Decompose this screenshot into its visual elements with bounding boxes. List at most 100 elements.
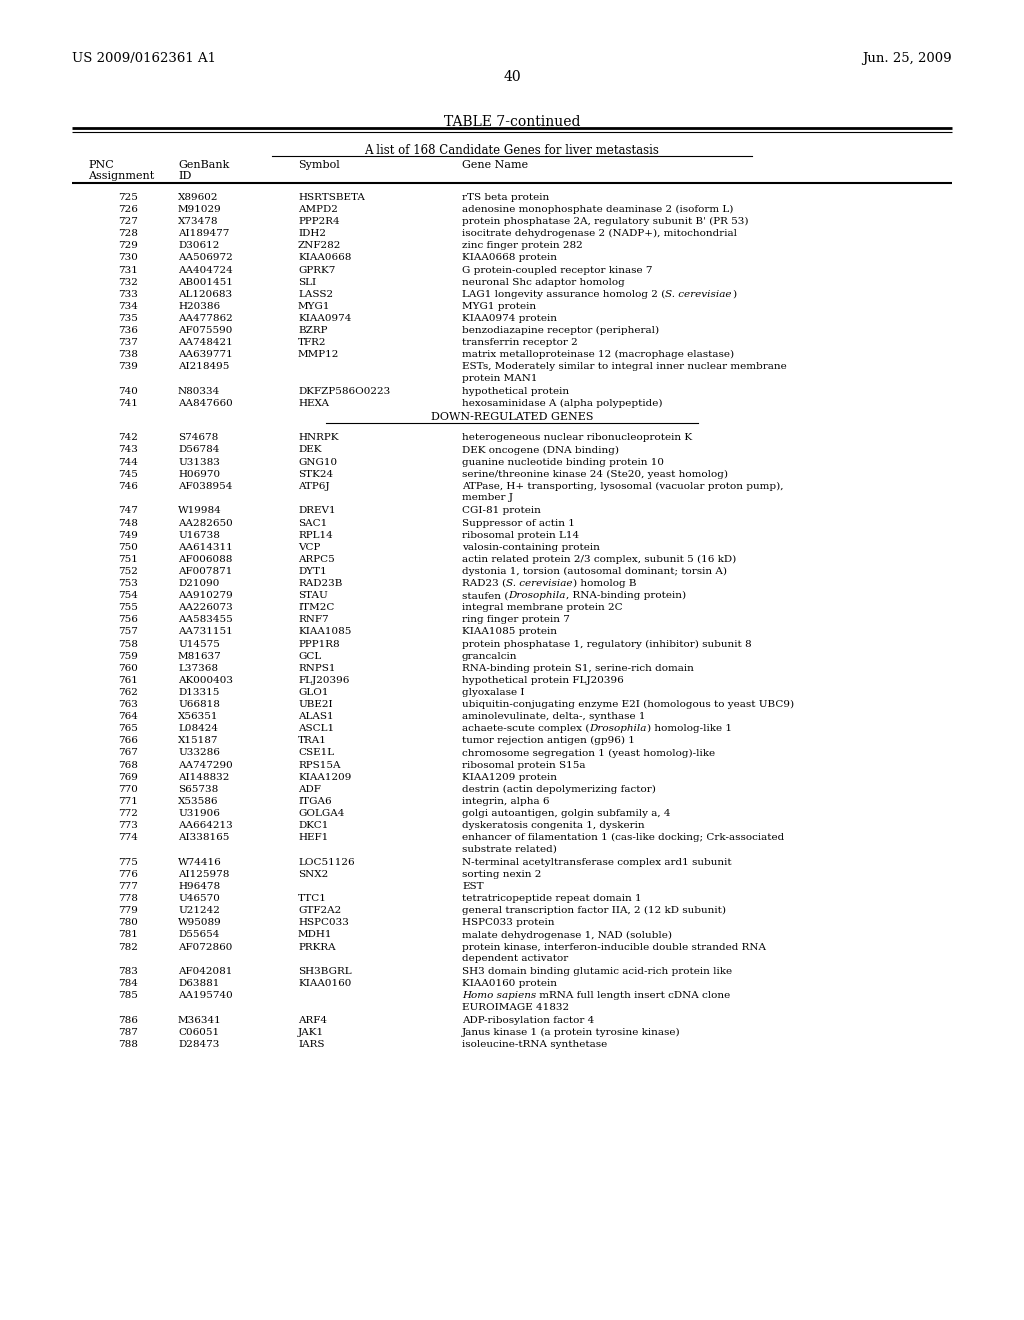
Text: U31383: U31383 xyxy=(178,458,220,466)
Text: 752: 752 xyxy=(118,566,138,576)
Text: PPP2R4: PPP2R4 xyxy=(298,218,340,226)
Text: KIAA1085: KIAA1085 xyxy=(298,627,351,636)
Text: 735: 735 xyxy=(118,314,138,323)
Text: U16738: U16738 xyxy=(178,531,220,540)
Text: neuronal Shc adaptor homolog: neuronal Shc adaptor homolog xyxy=(462,277,625,286)
Text: AL120683: AL120683 xyxy=(178,290,232,298)
Text: AA639771: AA639771 xyxy=(178,350,232,359)
Text: AI218495: AI218495 xyxy=(178,363,229,371)
Text: HSPC033: HSPC033 xyxy=(298,919,349,928)
Text: 788: 788 xyxy=(118,1040,138,1049)
Text: 727: 727 xyxy=(118,218,138,226)
Text: H96478: H96478 xyxy=(178,882,220,891)
Text: 757: 757 xyxy=(118,627,138,636)
Text: AA747290: AA747290 xyxy=(178,760,232,770)
Text: ESTs, Moderately similar to integral inner nuclear membrane: ESTs, Moderately similar to integral inn… xyxy=(462,363,786,371)
Text: STAU: STAU xyxy=(298,591,328,601)
Text: STK24: STK24 xyxy=(298,470,333,479)
Text: ADF: ADF xyxy=(298,784,321,793)
Text: 767: 767 xyxy=(118,748,138,758)
Text: 748: 748 xyxy=(118,519,138,528)
Text: 741: 741 xyxy=(118,399,138,408)
Text: LOC51126: LOC51126 xyxy=(298,858,354,867)
Text: 737: 737 xyxy=(118,338,138,347)
Text: X53586: X53586 xyxy=(178,797,218,805)
Text: ring finger protein 7: ring finger protein 7 xyxy=(462,615,570,624)
Text: golgi autoantigen, golgin subfamily a, 4: golgi autoantigen, golgin subfamily a, 4 xyxy=(462,809,671,818)
Text: Suppressor of actin 1: Suppressor of actin 1 xyxy=(462,519,574,528)
Text: 749: 749 xyxy=(118,531,138,540)
Text: TRA1: TRA1 xyxy=(298,737,327,746)
Text: AA731151: AA731151 xyxy=(178,627,232,636)
Text: protein phosphatase 1, regulatory (inhibitor) subunit 8: protein phosphatase 1, regulatory (inhib… xyxy=(462,639,752,648)
Text: M36341: M36341 xyxy=(178,1016,222,1026)
Text: AA226073: AA226073 xyxy=(178,603,232,612)
Text: dystonia 1, torsion (autosomal dominant; torsin A): dystonia 1, torsion (autosomal dominant;… xyxy=(462,566,727,576)
Text: KIAA1085 protein: KIAA1085 protein xyxy=(462,627,557,636)
Text: HEF1: HEF1 xyxy=(298,833,329,842)
Text: X56351: X56351 xyxy=(178,711,218,721)
Text: GTF2A2: GTF2A2 xyxy=(298,907,341,915)
Text: ) homolog-like 1: ) homolog-like 1 xyxy=(647,725,732,734)
Text: 775: 775 xyxy=(118,858,138,867)
Text: tumor rejection antigen (gp96) 1: tumor rejection antigen (gp96) 1 xyxy=(462,737,635,746)
Text: Homo sapiens: Homo sapiens xyxy=(462,991,537,1001)
Text: 740: 740 xyxy=(118,387,138,396)
Text: N80334: N80334 xyxy=(178,387,220,396)
Text: Gene Name: Gene Name xyxy=(462,160,528,170)
Text: FLJ20396: FLJ20396 xyxy=(298,676,349,685)
Text: D30612: D30612 xyxy=(178,242,219,251)
Text: CGI-81 protein: CGI-81 protein xyxy=(462,507,541,515)
Text: KIAA0160 protein: KIAA0160 protein xyxy=(462,979,557,989)
Text: DKC1: DKC1 xyxy=(298,821,329,830)
Text: SH3 domain binding glutamic acid-rich protein like: SH3 domain binding glutamic acid-rich pr… xyxy=(462,968,732,977)
Text: Jun. 25, 2009: Jun. 25, 2009 xyxy=(862,51,952,65)
Text: A list of 168 Candidate Genes for liver metastasis: A list of 168 Candidate Genes for liver … xyxy=(365,144,659,157)
Text: 779: 779 xyxy=(118,907,138,915)
Text: M81637: M81637 xyxy=(178,652,222,660)
Text: 728: 728 xyxy=(118,230,138,239)
Text: isoleucine-tRNA synthetase: isoleucine-tRNA synthetase xyxy=(462,1040,607,1049)
Text: 732: 732 xyxy=(118,277,138,286)
Text: 761: 761 xyxy=(118,676,138,685)
Text: 746: 746 xyxy=(118,482,138,491)
Text: 763: 763 xyxy=(118,700,138,709)
Text: RAD23 (: RAD23 ( xyxy=(462,579,506,587)
Text: valosin-containing protein: valosin-containing protein xyxy=(462,543,600,552)
Text: integral membrane protein 2C: integral membrane protein 2C xyxy=(462,603,623,612)
Text: AA614311: AA614311 xyxy=(178,543,232,552)
Text: 733: 733 xyxy=(118,290,138,298)
Text: 787: 787 xyxy=(118,1028,138,1038)
Text: 729: 729 xyxy=(118,242,138,251)
Text: guanine nucleotide binding protein 10: guanine nucleotide binding protein 10 xyxy=(462,458,664,466)
Text: ): ) xyxy=(732,290,736,298)
Text: 773: 773 xyxy=(118,821,138,830)
Text: 764: 764 xyxy=(118,711,138,721)
Text: 783: 783 xyxy=(118,968,138,977)
Text: KIAA1209 protein: KIAA1209 protein xyxy=(462,772,557,781)
Text: 760: 760 xyxy=(118,664,138,673)
Text: AMPD2: AMPD2 xyxy=(298,205,338,214)
Text: AA506972: AA506972 xyxy=(178,253,232,263)
Text: ATPase, H+ transporting, lysosomal (vacuolar proton pump),: ATPase, H+ transporting, lysosomal (vacu… xyxy=(462,482,783,491)
Text: ASCL1: ASCL1 xyxy=(298,725,334,733)
Text: S. cerevisiae: S. cerevisiae xyxy=(666,290,732,298)
Text: DEK: DEK xyxy=(298,445,322,454)
Text: RAD23B: RAD23B xyxy=(298,579,342,587)
Text: C06051: C06051 xyxy=(178,1028,219,1038)
Text: W19984: W19984 xyxy=(178,507,222,515)
Text: AF007871: AF007871 xyxy=(178,566,232,576)
Text: heterogeneous nuclear ribonucleoprotein K: heterogeneous nuclear ribonucleoprotein … xyxy=(462,433,692,442)
Text: 742: 742 xyxy=(118,433,138,442)
Text: 754: 754 xyxy=(118,591,138,601)
Text: integrin, alpha 6: integrin, alpha 6 xyxy=(462,797,550,805)
Text: aminolevulinate, delta-, synthase 1: aminolevulinate, delta-, synthase 1 xyxy=(462,711,645,721)
Text: X15187: X15187 xyxy=(178,737,218,746)
Text: 784: 784 xyxy=(118,979,138,989)
Text: transferrin receptor 2: transferrin receptor 2 xyxy=(462,338,578,347)
Text: N-terminal acetyltransferase complex ard1 subunit: N-terminal acetyltransferase complex ard… xyxy=(462,858,731,867)
Text: 730: 730 xyxy=(118,253,138,263)
Text: IDH2: IDH2 xyxy=(298,230,326,239)
Text: zinc finger protein 282: zinc finger protein 282 xyxy=(462,242,583,251)
Text: KIAA0668: KIAA0668 xyxy=(298,253,351,263)
